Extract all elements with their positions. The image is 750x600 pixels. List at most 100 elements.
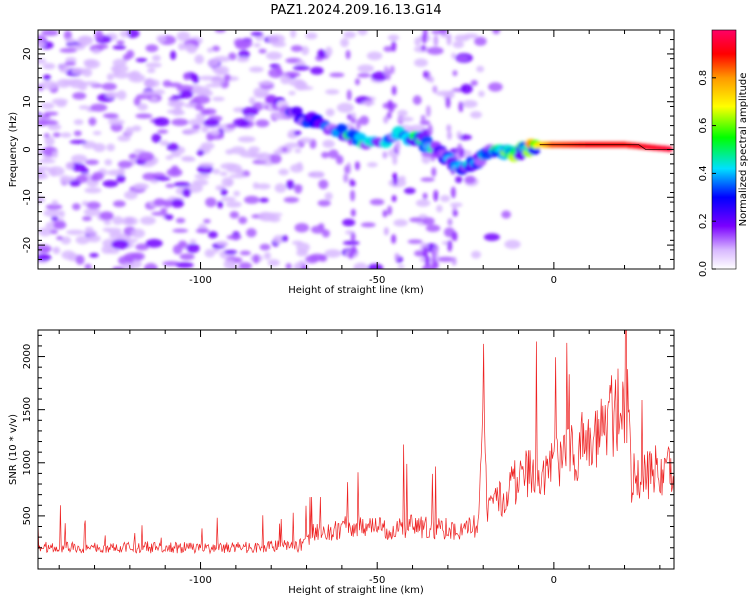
spectrogram-cell: [437, 256, 455, 262]
spectrogram-cell: [55, 101, 67, 108]
spectrogram-cell: [224, 74, 231, 81]
x-tick-label: -100: [189, 575, 212, 586]
spectrogram-cell: [204, 248, 215, 258]
colorbar: 0.0 0.2 0.4 0.6 0.8 Normalized spectral ampl…: [698, 29, 749, 277]
spectrogram-cell: [387, 205, 393, 216]
spectrogram-cell: [328, 149, 339, 159]
spectrogram-cell: [38, 158, 56, 164]
spectrogram-cell: [464, 175, 476, 184]
spectrogram-cell: [325, 46, 333, 57]
spectrogram-cell: [211, 45, 221, 52]
colorbar-tick-label: 0.2: [698, 213, 709, 229]
colorbar-label: Normalized spectral amplitude: [738, 73, 749, 227]
spectrogram-xlabel: Height of straight line (km): [288, 285, 424, 296]
spectrogram-cell: [171, 118, 189, 126]
spectrogram-cell: [63, 30, 72, 41]
y-tick-label: 10: [22, 95, 33, 108]
spectrogram-cell: [275, 65, 282, 75]
spectrogram-cell: [256, 183, 271, 190]
spectrogram-cell: [383, 45, 394, 52]
spectrogram-cell: [383, 65, 389, 77]
spectrogram-cell: [203, 118, 220, 127]
spectrogram-cell: [194, 86, 211, 96]
spectrogram-cell: [329, 72, 345, 78]
spectrogram-cell: [166, 142, 179, 152]
spectrogram-cell: [450, 186, 456, 199]
spectrogram-cell: [450, 202, 463, 208]
spectrogram-cell: [212, 168, 221, 175]
spectrogram-cell: [238, 49, 250, 59]
y-tick-label: 500: [22, 506, 33, 525]
spectrogram-cell: [288, 78, 305, 87]
spectrogram-cell: [421, 217, 435, 226]
snr-frame: [37, 329, 675, 570]
spectrogram-cell: [38, 227, 52, 237]
spectrogram-trace: [265, 94, 674, 175]
spectrogram-cell: [131, 125, 142, 132]
y-tick-label: 20: [22, 48, 33, 61]
spectrogram-cell: [182, 188, 192, 198]
spectrogram-cell: [212, 96, 225, 102]
spectrogram-cell: [92, 48, 101, 54]
spectrogram-cell: [456, 130, 462, 140]
spectrogram-cell: [75, 254, 85, 265]
spectrogram-cell: [391, 85, 397, 96]
spectrogram-cell: [225, 201, 242, 208]
spectrogram-cell: [101, 82, 117, 91]
spectrogram-cell: [44, 136, 55, 147]
x-tick-label: 0: [551, 575, 557, 586]
spectrogram-cell: [220, 196, 236, 202]
spectrogram-cell: [84, 59, 101, 69]
spectrogram-cell: [150, 96, 158, 102]
spectrogram-cell: [65, 56, 77, 64]
spectrogram-cell: [194, 54, 205, 65]
spectrogram-cell: [145, 62, 162, 68]
spectrogram-cell: [458, 101, 464, 113]
spectrogram-cell: [52, 246, 61, 255]
spectrogram-cell: [492, 30, 501, 35]
spectrogram-cell: [110, 122, 123, 132]
spectrogram-cell: [113, 200, 126, 208]
y-tick-label: -10: [22, 189, 33, 205]
spectrogram-cell: [186, 46, 197, 54]
spectrogram-cell: [135, 113, 153, 119]
spectrogram-cell: [429, 76, 435, 83]
spectrogram-cell: [170, 152, 182, 158]
spectrogram-cell: [357, 64, 375, 73]
spectrogram-cell: [165, 155, 173, 160]
spectrogram-cell: [38, 41, 46, 48]
spectrogram-cell: [425, 224, 441, 232]
spectrogram-cell: [226, 234, 242, 240]
spectrogram-cell: [192, 124, 201, 130]
spectrogram-cell: [431, 256, 437, 268]
spectrogram-cell: [137, 151, 155, 162]
spectrogram-cell: [129, 153, 138, 159]
spectrogram-cell: [113, 71, 131, 79]
spectrogram-cell: [169, 101, 183, 108]
spectrogram-cell: [259, 197, 269, 203]
spectrogram-cell: [60, 236, 72, 245]
spectrogram-cell: [69, 180, 81, 187]
spectrogram-cell: [299, 137, 313, 144]
spectrogram-cell: [246, 228, 257, 238]
spectrogram-cell: [173, 181, 191, 188]
spectrogram-cell: [350, 208, 356, 217]
spectrogram-cell: [448, 90, 455, 99]
trace-segment: [290, 106, 303, 116]
spectrogram-cell: [248, 96, 256, 105]
spectrogram-cell: [214, 30, 226, 33]
spectrogram-cell: [397, 109, 408, 117]
spectrogram-cell: [156, 35, 167, 43]
x-tick-label: 0: [551, 275, 557, 286]
spectrogram-cell: [252, 254, 260, 264]
spectrogram-cell: [84, 187, 102, 194]
spectrogram-cell: [301, 264, 308, 269]
spectrogram-cell: [362, 100, 375, 106]
spectrogram-cell: [178, 240, 188, 249]
spectrogram-cell: [436, 204, 443, 213]
spectrogram-cell: [209, 129, 221, 136]
spectrogram-cell: [366, 162, 378, 168]
spectrogram-cell: [87, 234, 101, 243]
spectrogram-cell: [392, 172, 398, 180]
spectrogram-cell: [325, 89, 340, 95]
